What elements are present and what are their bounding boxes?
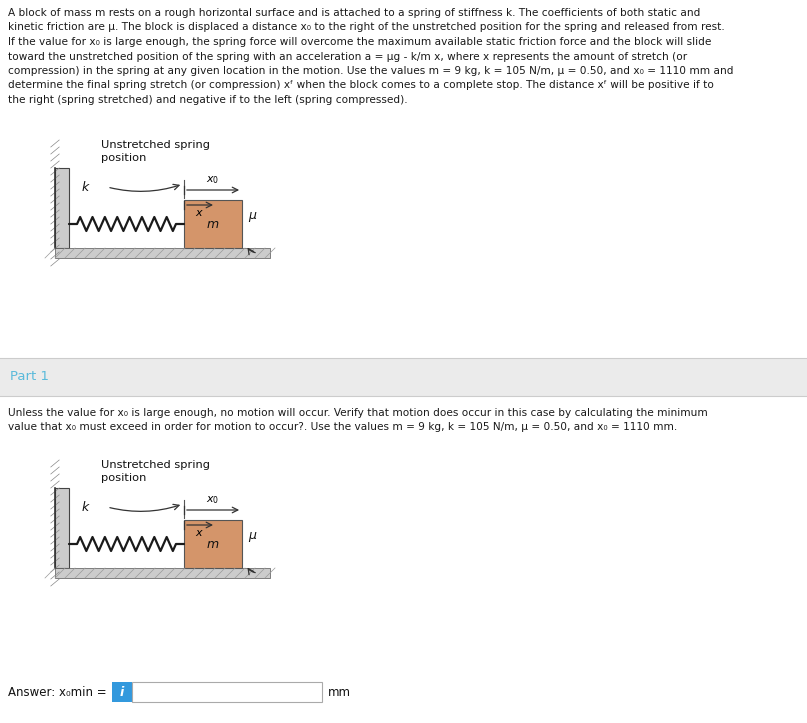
Text: determine the final spring stretch (or compression) xᶠ when the block comes to a: determine the final spring stretch (or c… <box>8 80 714 90</box>
Text: A block of mass m rests on a rough horizontal surface and is attached to a sprin: A block of mass m rests on a rough horiz… <box>8 8 700 18</box>
Text: Unstretched spring
position: Unstretched spring position <box>101 140 210 163</box>
Text: $\mu$: $\mu$ <box>248 530 257 544</box>
Text: Answer: x₀min =: Answer: x₀min = <box>8 685 107 698</box>
Bar <box>184 520 242 568</box>
Text: $k$: $k$ <box>82 180 91 194</box>
Text: $x$: $x$ <box>195 528 204 538</box>
Text: $k$: $k$ <box>82 500 91 514</box>
Text: toward the unstretched position of the spring with an acceleration a = μg - k/m : toward the unstretched position of the s… <box>8 51 687 61</box>
Bar <box>55 248 270 258</box>
Text: value that x₀ must exceed in order for motion to occur?. Use the values m = 9 kg: value that x₀ must exceed in order for m… <box>8 422 677 432</box>
Bar <box>112 682 132 702</box>
Bar <box>55 488 69 568</box>
Text: the right (spring stretched) and negative if to the left (spring compressed).: the right (spring stretched) and negativ… <box>8 95 408 105</box>
Bar <box>55 168 69 248</box>
Text: compression) in the spring at any given location in the motion. Use the values m: compression) in the spring at any given … <box>8 66 734 76</box>
Text: $\mu$: $\mu$ <box>248 210 257 224</box>
Text: mm: mm <box>328 685 351 698</box>
Text: Unless the value for x₀ is large enough, no motion will occur. Verify that motio: Unless the value for x₀ is large enough,… <box>8 408 708 418</box>
Text: Part 1: Part 1 <box>10 370 49 383</box>
Bar <box>0 358 807 396</box>
Text: i: i <box>120 685 124 698</box>
Text: Unstretched spring
position: Unstretched spring position <box>101 460 210 483</box>
Text: $m$: $m$ <box>207 218 220 231</box>
Text: $x_0$: $x_0$ <box>207 495 220 506</box>
Bar <box>55 568 270 578</box>
Text: $x$: $x$ <box>195 208 204 218</box>
Bar <box>132 682 322 702</box>
Bar <box>184 200 242 248</box>
Text: $x_0$: $x_0$ <box>207 174 220 186</box>
Text: If the value for x₀ is large enough, the spring force will overcome the maximum : If the value for x₀ is large enough, the… <box>8 37 712 47</box>
Text: $m$: $m$ <box>207 537 220 550</box>
Text: kinetic friction are μ. The block is displaced a distance x₀ to the right of the: kinetic friction are μ. The block is dis… <box>8 22 725 33</box>
